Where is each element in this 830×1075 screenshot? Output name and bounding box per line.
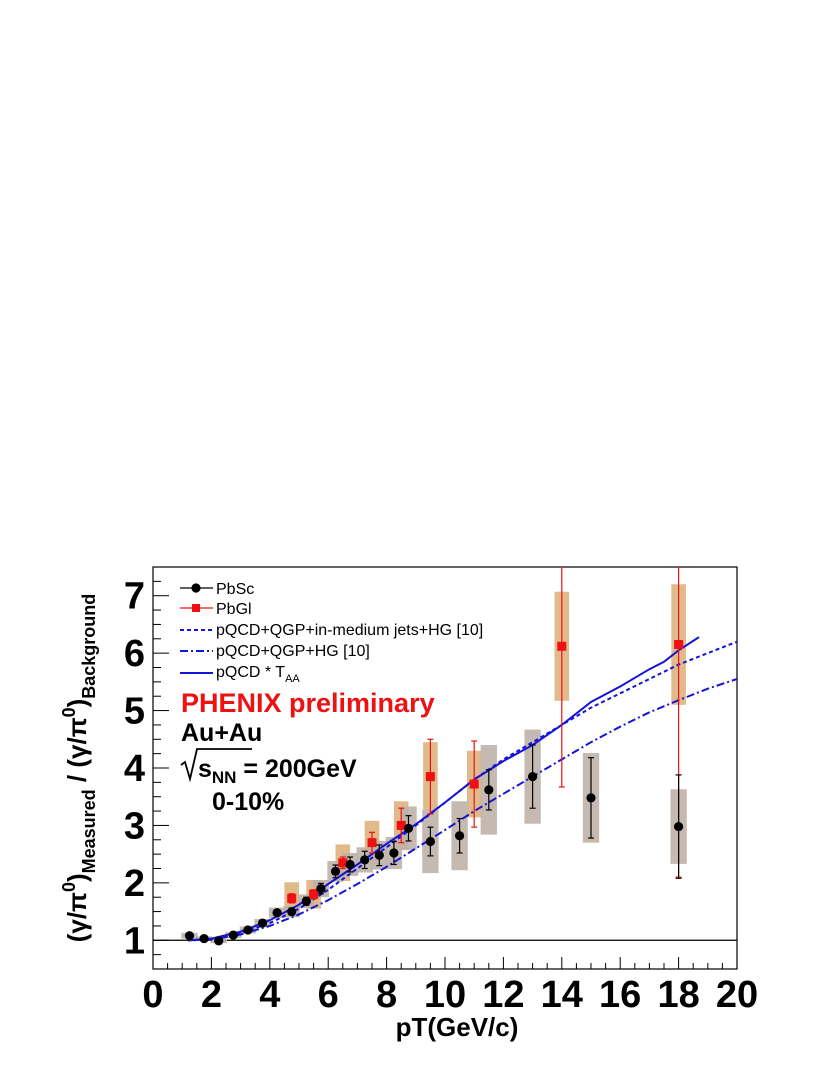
- pbsc-point: [316, 884, 326, 894]
- x-tick-label: 14: [541, 974, 583, 1016]
- pbgl-point: [674, 640, 684, 650]
- curve-qgp-hg: [187, 678, 738, 942]
- x-tick-label: 4: [259, 974, 280, 1016]
- energy-label: sNN = 200GeV: [180, 748, 357, 787]
- y-title-sub1: Measured: [79, 789, 99, 873]
- x-tick-label: 8: [376, 974, 397, 1016]
- sqrt-sign: [180, 748, 252, 783]
- y-title-sub2: Background: [79, 594, 99, 699]
- pbsc-point: [360, 855, 370, 865]
- x-tick-label: 10: [424, 974, 466, 1016]
- pbsc-point: [403, 823, 414, 833]
- y-tick-label: 4: [124, 748, 145, 790]
- legend-label-dashdot: pQCD+QGP+HG [10]: [216, 643, 370, 660]
- pbsc-point: [674, 821, 684, 832]
- legend-label-pbsc: PbSc: [216, 581, 254, 598]
- y-tick-label: 6: [124, 633, 145, 675]
- x-tick-label: 16: [599, 974, 641, 1016]
- pbsc-point: [199, 933, 209, 944]
- y-title-sup2: 0: [59, 707, 79, 717]
- collision-system-label: Au+Au: [181, 719, 262, 747]
- pbsc-point: [272, 908, 282, 918]
- pbgl-point: [425, 772, 435, 782]
- pbsc-point: [425, 836, 435, 847]
- pbsc-point: [345, 859, 355, 870]
- pbsc-point: [528, 772, 538, 782]
- pbsc-point: [184, 931, 195, 941]
- pbsc-point: [455, 831, 465, 841]
- pbgl-point: [557, 641, 567, 651]
- pbgl-point: [367, 838, 377, 848]
- legend-marker-pbgl: [192, 604, 200, 612]
- y-title-mid: / (γ/π: [62, 717, 92, 789]
- y-tick-label: 1: [124, 920, 145, 962]
- pbsc-point: [243, 925, 253, 935]
- legend: PbSc PbGl pQCD+QGP+in-medium jets+HG [10…: [180, 581, 483, 685]
- pbsc-point: [374, 850, 384, 860]
- y-title-main: (γ/π: [62, 892, 92, 942]
- x-tick-label: 20: [716, 974, 758, 1016]
- phenix-preliminary-label: PHENIX preliminary: [181, 688, 435, 718]
- pbgl-point: [287, 893, 297, 903]
- pbgl-point: [338, 858, 348, 868]
- centrality-label: 0-10%: [212, 788, 284, 816]
- legend-label-dashed: pQCD+QGP+in-medium jets+HG [10]: [216, 622, 483, 639]
- y-tick-label: 7: [124, 576, 145, 618]
- x-tick-label: 0: [142, 974, 163, 1016]
- pbsc-point: [330, 866, 341, 876]
- pbsc-point: [257, 918, 268, 928]
- y-tick-label: 2: [124, 863, 145, 905]
- y-tick-labels: 1 2 3 4 5 6 7: [124, 576, 145, 963]
- pbsc-point: [586, 793, 596, 803]
- y-tick-label: 3: [124, 805, 145, 847]
- pbsc-point: [228, 930, 238, 940]
- x-tick-label: 12: [482, 974, 524, 1016]
- curve-pqcd-taa: [187, 636, 700, 942]
- y-tick-label: 5: [124, 691, 145, 733]
- svg-text:sNN = 200GeV: sNN = 200GeV: [198, 755, 357, 787]
- x-axis-title: pT(GeV/c): [396, 1012, 519, 1042]
- x-tick-label: 6: [318, 974, 339, 1016]
- pbsc-point: [287, 906, 297, 917]
- axis-ticks: [152, 566, 738, 970]
- legend-label-pbgl: PbGl: [216, 601, 252, 618]
- legend-label-solid: pQCD * TAA: [216, 664, 300, 685]
- x-tick-label: 2: [201, 974, 222, 1016]
- pbgl-point: [309, 889, 319, 899]
- x-tick-label: 18: [657, 974, 699, 1016]
- theory-curves: [187, 636, 738, 942]
- y-title-sup1: 0: [59, 882, 79, 892]
- data-markers: [184, 640, 684, 946]
- pbsc-point: [484, 785, 494, 795]
- legend-marker-pbsc: [191, 583, 201, 593]
- pbgl-point: [396, 820, 406, 830]
- y-axis-title: (γ/π0)Measured / (γ/π0)Background: [59, 594, 99, 943]
- pbsc-point: [301, 896, 311, 906]
- pbsc-point: [214, 936, 224, 946]
- pbgl-point: [469, 779, 479, 789]
- x-tick-labels: 0 2 4 6 8 10 12 14 16 18 20: [142, 974, 758, 1016]
- pbsc-point: [389, 848, 399, 858]
